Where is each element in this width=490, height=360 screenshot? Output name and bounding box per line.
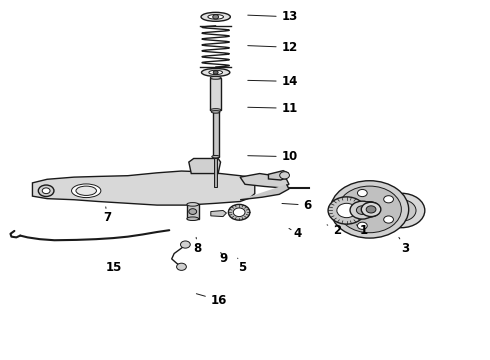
Text: 8: 8 [194, 237, 202, 255]
Circle shape [41, 186, 53, 195]
Bar [214, 158, 217, 187]
Circle shape [38, 185, 54, 197]
Bar [187, 204, 198, 219]
Circle shape [176, 263, 186, 270]
Polygon shape [211, 211, 226, 217]
Circle shape [364, 205, 375, 214]
Circle shape [384, 216, 393, 223]
Ellipse shape [209, 70, 222, 75]
Circle shape [358, 222, 367, 229]
Ellipse shape [213, 15, 219, 19]
Text: 4: 4 [289, 227, 302, 240]
Ellipse shape [212, 156, 220, 158]
Text: 10: 10 [248, 150, 298, 163]
Bar [210, 78, 221, 110]
Ellipse shape [210, 76, 221, 79]
Polygon shape [240, 174, 289, 188]
Text: 5: 5 [238, 258, 246, 274]
Text: 13: 13 [248, 10, 298, 23]
Circle shape [338, 186, 401, 233]
Ellipse shape [201, 12, 230, 21]
Text: 3: 3 [399, 237, 410, 255]
Text: 2: 2 [327, 224, 341, 237]
Polygon shape [269, 171, 288, 180]
Circle shape [328, 197, 365, 224]
Text: 6: 6 [282, 199, 312, 212]
Ellipse shape [187, 203, 198, 206]
Circle shape [180, 241, 190, 248]
Polygon shape [32, 171, 255, 205]
Circle shape [361, 202, 381, 217]
Circle shape [341, 206, 351, 213]
Circle shape [228, 204, 250, 220]
Circle shape [280, 172, 290, 179]
Ellipse shape [213, 71, 218, 74]
Text: 7: 7 [103, 207, 111, 224]
Circle shape [337, 203, 356, 218]
Text: 1: 1 [356, 224, 368, 237]
Text: 14: 14 [248, 75, 298, 88]
Text: 15: 15 [106, 261, 122, 274]
Circle shape [387, 200, 416, 221]
Polygon shape [240, 184, 289, 200]
Ellipse shape [76, 186, 97, 195]
Text: 16: 16 [196, 294, 227, 307]
Polygon shape [189, 158, 220, 174]
Circle shape [331, 181, 409, 238]
Circle shape [350, 201, 374, 219]
Circle shape [233, 208, 245, 217]
Ellipse shape [72, 184, 101, 198]
Circle shape [358, 189, 367, 197]
Ellipse shape [187, 217, 198, 221]
Text: 11: 11 [248, 102, 298, 115]
Circle shape [366, 206, 376, 213]
Ellipse shape [208, 14, 223, 19]
Circle shape [44, 188, 50, 193]
Bar [213, 112, 219, 157]
Circle shape [42, 188, 50, 194]
Circle shape [378, 193, 425, 228]
Ellipse shape [210, 109, 221, 112]
Circle shape [356, 206, 368, 215]
Circle shape [395, 206, 407, 215]
Ellipse shape [211, 111, 220, 113]
Text: 12: 12 [248, 41, 298, 54]
Circle shape [359, 202, 380, 217]
Ellipse shape [201, 68, 230, 76]
Circle shape [189, 209, 196, 215]
Text: 9: 9 [220, 252, 228, 265]
Circle shape [384, 196, 393, 203]
